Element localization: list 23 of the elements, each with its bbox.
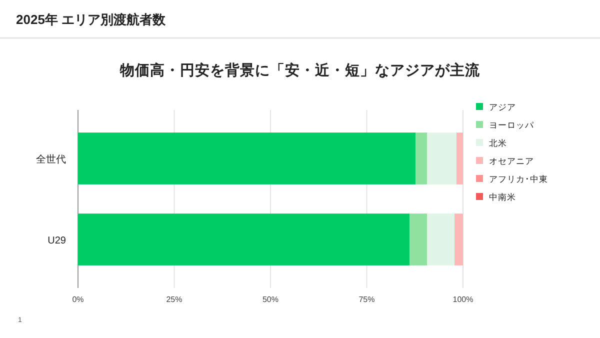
bar bbox=[78, 214, 410, 266]
x-tick-label: 50% bbox=[262, 295, 279, 304]
y-tick-label: 全世代 bbox=[36, 154, 66, 166]
legend-label: 北米 bbox=[489, 138, 507, 148]
bar bbox=[427, 214, 455, 266]
x-tick-label: 0% bbox=[72, 295, 84, 304]
chart-subtitle: 物価高・円安を背景に「安・近・短」なアジアが主流 bbox=[119, 61, 481, 79]
legend-label: オセアニア bbox=[489, 156, 534, 166]
legend-label: アフリカ･中東 bbox=[489, 174, 548, 184]
bar bbox=[454, 214, 463, 266]
bar bbox=[409, 214, 428, 266]
legend-label: アジア bbox=[489, 102, 516, 112]
bar bbox=[456, 132, 463, 184]
chart-title: 2025年 エリア別渡航者数 bbox=[16, 12, 167, 27]
bar bbox=[78, 132, 416, 184]
y-tick-label: U29 bbox=[48, 236, 66, 246]
legend-label: ヨーロッパ bbox=[489, 120, 535, 130]
x-tick-label: 100% bbox=[452, 295, 474, 304]
x-tick-label: 25% bbox=[166, 295, 182, 304]
x-tick-label: 75% bbox=[358, 295, 375, 304]
legend-label: 中南米 bbox=[489, 192, 516, 202]
bar bbox=[416, 132, 428, 184]
bar bbox=[427, 132, 456, 184]
